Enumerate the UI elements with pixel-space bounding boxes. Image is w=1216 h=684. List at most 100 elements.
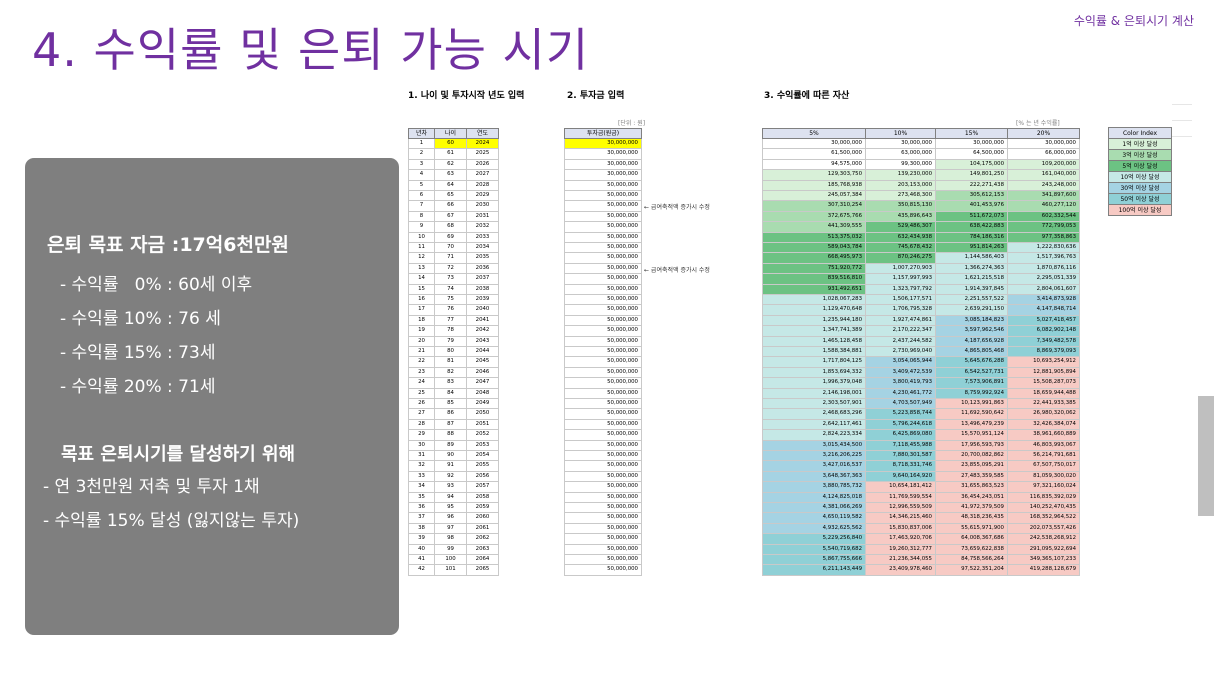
cell-year-index[interactable]: 13 bbox=[408, 263, 435, 275]
cell-rate-15[interactable]: 17,956,593,793 bbox=[935, 440, 1008, 451]
cell-year[interactable]: 2041 bbox=[466, 315, 499, 327]
cell-rate-20[interactable]: 5,027,418,457 bbox=[1007, 315, 1080, 327]
cell-year[interactable]: 2049 bbox=[466, 399, 499, 410]
cell-age[interactable]: 95 bbox=[434, 503, 467, 514]
cell-rate-5[interactable]: 4,381,066,269 bbox=[762, 503, 866, 514]
cell-rate-10[interactable]: 203,153,000 bbox=[865, 180, 936, 191]
cell-year[interactable]: 2055 bbox=[466, 461, 499, 472]
cell-age[interactable]: 82 bbox=[434, 367, 467, 379]
cell-age[interactable]: 93 bbox=[434, 482, 467, 493]
cell-rate-5[interactable]: 2,468,683,296 bbox=[762, 409, 866, 420]
cell-year-index[interactable]: 32 bbox=[408, 461, 435, 472]
cell-year[interactable]: 2065 bbox=[466, 565, 499, 576]
cell-age[interactable]: 62 bbox=[434, 159, 467, 171]
cell-age[interactable]: 91 bbox=[434, 461, 467, 472]
cell-rate-5[interactable]: 1,347,741,389 bbox=[762, 326, 866, 337]
cell-rate-15[interactable]: 1,144,586,403 bbox=[935, 253, 1008, 264]
cell-age[interactable]: 92 bbox=[434, 471, 467, 483]
cell-year[interactable]: 2028 bbox=[466, 180, 499, 191]
cell-rate-5[interactable]: 245,057,384 bbox=[762, 191, 866, 202]
cell-rate-15[interactable]: 3,085,184,823 bbox=[935, 315, 1008, 327]
cell-rate-20[interactable]: 4,147,848,714 bbox=[1007, 305, 1080, 316]
cell-year[interactable]: 2059 bbox=[466, 503, 499, 514]
cell-rate-15[interactable]: 10,123,991,863 bbox=[935, 399, 1008, 410]
cell-rate-15[interactable]: 401,453,976 bbox=[935, 201, 1008, 212]
cell-year-index[interactable]: 40 bbox=[408, 544, 435, 555]
cell-rate-5[interactable]: 4,124,825,018 bbox=[762, 492, 866, 503]
cell-rate-5[interactable]: 4,932,625,562 bbox=[762, 523, 866, 535]
cell-rate-20[interactable]: 56,214,791,681 bbox=[1007, 451, 1080, 462]
cell-rate-15[interactable]: 4,865,805,468 bbox=[935, 347, 1008, 358]
cell-year[interactable]: 2036 bbox=[466, 263, 499, 275]
cell-year[interactable]: 2056 bbox=[466, 471, 499, 483]
cell-age[interactable]: 77 bbox=[434, 315, 467, 327]
cell-rate-5[interactable]: 2,642,117,461 bbox=[762, 419, 866, 431]
cell-principal[interactable]: 50,000,000 bbox=[564, 388, 642, 399]
cell-rate-5[interactable]: 3,648,367,363 bbox=[762, 471, 866, 483]
cell-rate-10[interactable]: 11,769,599,554 bbox=[865, 492, 936, 503]
cell-rate-5[interactable]: 6,211,143,449 bbox=[762, 565, 866, 576]
cell-principal[interactable]: 50,000,000 bbox=[564, 555, 642, 566]
cell-rate-10[interactable]: 4,703,507,949 bbox=[865, 399, 936, 410]
cell-rate-10[interactable]: 745,678,432 bbox=[865, 243, 936, 254]
cell-year-index[interactable]: 26 bbox=[408, 399, 435, 410]
cell-rate-5[interactable]: 2,303,507,901 bbox=[762, 399, 866, 410]
cell-rate-5[interactable]: 307,310,254 bbox=[762, 201, 866, 212]
cell-year[interactable]: 2054 bbox=[466, 451, 499, 462]
cell-year-index[interactable]: 8 bbox=[408, 211, 435, 223]
cell-age[interactable]: 69 bbox=[434, 232, 467, 243]
cell-year-index[interactable]: 21 bbox=[408, 347, 435, 358]
cell-rate-15[interactable]: 36,454,243,051 bbox=[935, 492, 1008, 503]
cell-rate-15[interactable]: 48,318,236,435 bbox=[935, 513, 1008, 524]
cell-rate-10[interactable]: 9,640,164,920 bbox=[865, 471, 936, 483]
cell-year[interactable]: 2025 bbox=[466, 149, 499, 160]
cell-rate-15[interactable]: 511,672,073 bbox=[935, 211, 1008, 223]
cell-age[interactable]: 66 bbox=[434, 201, 467, 212]
cell-age[interactable]: 101 bbox=[434, 565, 467, 576]
cell-rate-5[interactable]: 5,229,256,840 bbox=[762, 534, 866, 545]
cell-rate-15[interactable]: 1,621,215,518 bbox=[935, 274, 1008, 285]
cell-principal[interactable]: 50,000,000 bbox=[564, 284, 642, 295]
cell-year-index[interactable]: 15 bbox=[408, 284, 435, 295]
cell-rate-20[interactable]: 460,277,120 bbox=[1007, 201, 1080, 212]
cell-principal[interactable]: 50,000,000 bbox=[564, 503, 642, 514]
cell-year-index[interactable]: 6 bbox=[408, 191, 435, 202]
cell-rate-10[interactable]: 19,260,312,777 bbox=[865, 544, 936, 555]
cell-year[interactable]: 2033 bbox=[466, 232, 499, 243]
cell-age[interactable]: 84 bbox=[434, 388, 467, 399]
cell-age[interactable]: 90 bbox=[434, 451, 467, 462]
cell-year[interactable]: 2048 bbox=[466, 388, 499, 399]
cell-principal[interactable]: 50,000,000 bbox=[564, 367, 642, 379]
cell-rate-15[interactable]: 2,639,291,150 bbox=[935, 305, 1008, 316]
cell-year-index[interactable]: 42 bbox=[408, 565, 435, 576]
cell-rate-10[interactable]: 632,434,938 bbox=[865, 232, 936, 243]
cell-principal[interactable]: 50,000,000 bbox=[564, 315, 642, 327]
cell-rate-15[interactable]: 222,271,438 bbox=[935, 180, 1008, 191]
cell-year-index[interactable]: 18 bbox=[408, 315, 435, 327]
cell-year[interactable]: 2047 bbox=[466, 378, 499, 389]
cell-principal[interactable]: 50,000,000 bbox=[564, 471, 642, 483]
cell-rate-15[interactable]: 11,692,590,642 bbox=[935, 409, 1008, 420]
cell-rate-5[interactable]: 2,824,223,334 bbox=[762, 430, 866, 441]
cell-rate-20[interactable]: 1,517,396,763 bbox=[1007, 253, 1080, 264]
cell-rate-20[interactable]: 12,881,905,894 bbox=[1007, 367, 1080, 379]
cell-rate-20[interactable]: 243,248,000 bbox=[1007, 180, 1080, 191]
cell-principal[interactable]: 50,000,000 bbox=[564, 357, 642, 368]
cell-rate-15[interactable]: 638,422,883 bbox=[935, 222, 1008, 233]
cell-rate-10[interactable]: 1,706,795,328 bbox=[865, 305, 936, 316]
cell-year[interactable]: 2039 bbox=[466, 295, 499, 306]
cell-rate-5[interactable]: 185,768,938 bbox=[762, 180, 866, 191]
cell-year[interactable]: 2058 bbox=[466, 492, 499, 503]
cell-principal[interactable]: 50,000,000 bbox=[564, 513, 642, 524]
cell-rate-20[interactable]: 109,200,000 bbox=[1007, 159, 1080, 171]
cell-rate-5[interactable]: 751,920,772 bbox=[762, 263, 866, 275]
cell-year[interactable]: 2040 bbox=[466, 305, 499, 316]
cell-age[interactable]: 68 bbox=[434, 222, 467, 233]
cell-rate-15[interactable]: 8,759,992,924 bbox=[935, 388, 1008, 399]
cell-rate-20[interactable]: 168,352,964,522 bbox=[1007, 513, 1080, 524]
cell-year-index[interactable]: 39 bbox=[408, 534, 435, 545]
cell-year[interactable]: 2050 bbox=[466, 409, 499, 420]
cell-year[interactable]: 2064 bbox=[466, 555, 499, 566]
cell-age[interactable]: 100 bbox=[434, 555, 467, 566]
cell-year[interactable]: 2032 bbox=[466, 222, 499, 233]
